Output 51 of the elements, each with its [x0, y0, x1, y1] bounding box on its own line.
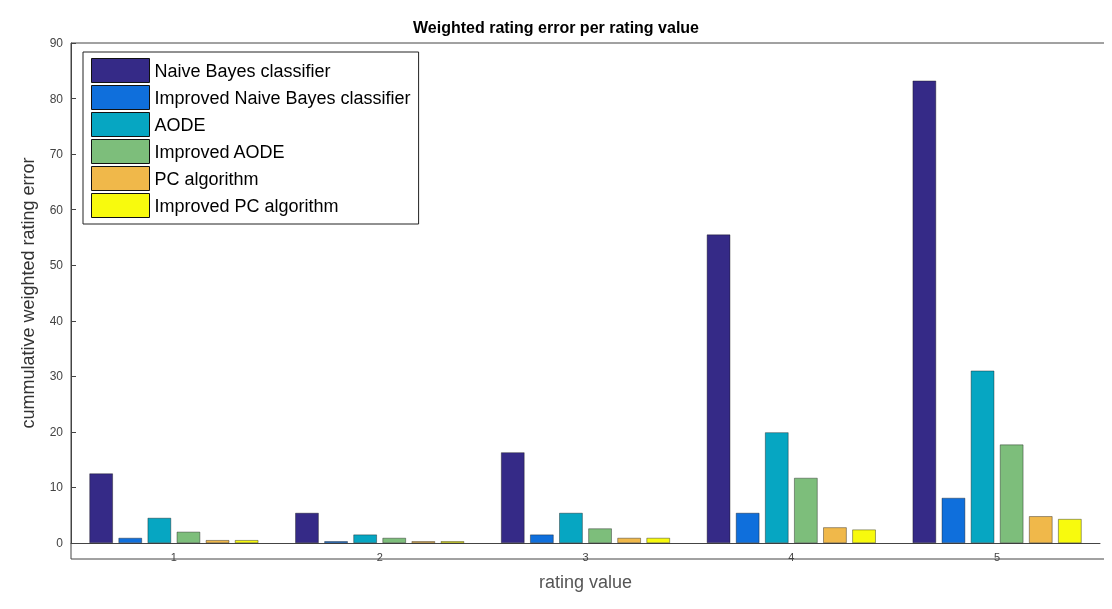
y-axis-title: cummulative weighted rating error — [18, 157, 38, 429]
y-tick-label: 80 — [49, 91, 64, 106]
bar — [912, 80, 936, 543]
bar — [118, 538, 142, 543]
bar — [147, 518, 171, 543]
y-tick-label: 90 — [49, 36, 64, 50]
legend-label: PC algorithm — [154, 168, 259, 189]
x-axis-title: rating value — [538, 572, 633, 592]
bar — [941, 498, 966, 543]
bar — [736, 513, 760, 543]
bar — [1000, 444, 1024, 543]
bar — [823, 527, 847, 543]
y-tick-label: 10 — [49, 480, 64, 495]
y-tick-label: 0 — [56, 536, 64, 550]
legend-label: Improved Naive Bayes classifier — [154, 87, 411, 108]
chart-title: Weighted rating error per rating value — [413, 18, 700, 36]
bar — [588, 528, 612, 543]
bar — [295, 513, 319, 543]
bar — [205, 540, 230, 543]
x-tick-label: 5 — [994, 550, 1001, 563]
x-tick-label: 4 — [788, 550, 795, 563]
bar — [353, 534, 377, 543]
bar — [765, 432, 789, 543]
legend-label: AODE — [154, 114, 206, 135]
bar — [1058, 519, 1082, 543]
x-tick-label: 3 — [582, 550, 589, 563]
bar — [501, 452, 525, 543]
y-tick-label: 40 — [49, 313, 64, 328]
x-tick-label: 1 — [170, 550, 177, 563]
legend-label: Improved PC algorithm — [154, 195, 339, 216]
bar — [1029, 516, 1053, 543]
y-tick-label: 70 — [49, 147, 64, 162]
bar — [970, 370, 995, 543]
x-tick-label: 2 — [376, 550, 383, 563]
bar — [530, 534, 554, 543]
y-tick-label: 20 — [49, 424, 64, 439]
bar — [235, 540, 259, 543]
y-tick-label: 50 — [49, 258, 64, 273]
bar — [852, 529, 876, 543]
legend-label: Naive Bayes classifier — [154, 60, 331, 81]
bar — [706, 234, 731, 543]
bar — [794, 478, 818, 543]
bar — [617, 538, 641, 543]
bar — [559, 513, 583, 543]
bar — [382, 538, 406, 543]
legend-label: Improved AODE — [154, 141, 285, 162]
bar — [89, 473, 113, 543]
bar — [646, 538, 670, 543]
bar — [176, 531, 201, 543]
y-tick-label: 30 — [49, 369, 64, 384]
y-tick-label: 60 — [49, 202, 64, 217]
